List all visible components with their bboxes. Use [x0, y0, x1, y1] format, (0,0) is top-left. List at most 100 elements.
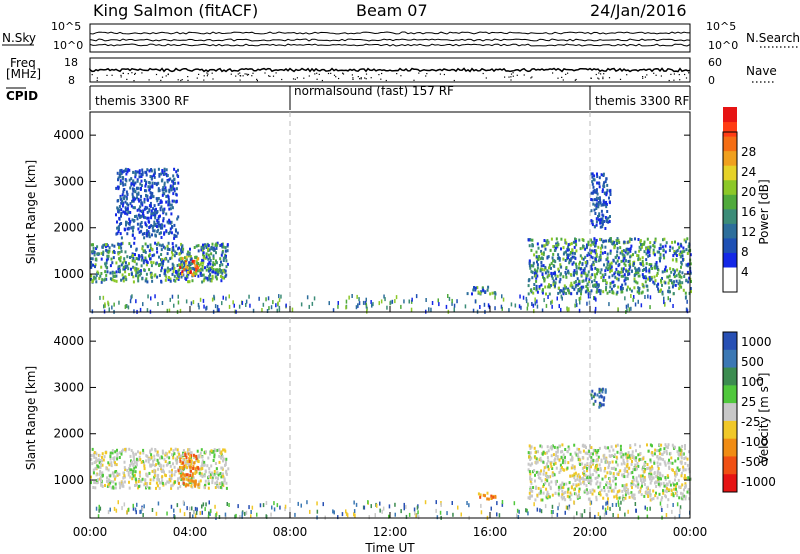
- velocity-data-cell: [603, 512, 606, 517]
- power-data-cell: [131, 252, 134, 256]
- power-data-cell: [169, 230, 172, 234]
- power-ylabel: Slant Range [km]: [24, 160, 38, 264]
- nave-dot: [203, 79, 205, 81]
- power-data-cell: [141, 232, 144, 236]
- power-data-cell: [175, 200, 178, 204]
- power-data-cell: [141, 212, 144, 216]
- power-data-cell: [214, 304, 217, 309]
- power-data-cell: [395, 295, 398, 300]
- velocity-data-cell: [126, 510, 128, 515]
- velocity-data-cell: [153, 458, 156, 462]
- velocity-data-cell: [149, 482, 152, 485]
- power-data-cell: [633, 295, 635, 299]
- power-data-cell: [132, 265, 135, 269]
- velocity-data-cell: [586, 457, 589, 461]
- power-data-cell: [647, 254, 650, 258]
- velocity-data-cell: [184, 473, 186, 477]
- power-data-cell: [678, 270, 681, 274]
- power-data-cell: [662, 238, 664, 242]
- velocity-data-cell: [217, 485, 220, 489]
- power-data-cell: [137, 257, 140, 261]
- velocity-data-cell: [624, 496, 627, 500]
- power-data-cell: [543, 279, 546, 283]
- velocity-data-cell: [566, 450, 569, 453]
- power-data-cell: [643, 267, 646, 271]
- power-colorbar-tick: 24: [741, 165, 756, 179]
- power-data-cell: [391, 299, 394, 304]
- velocity-data-cell: [570, 486, 573, 490]
- velocity-data-cell: [204, 483, 206, 487]
- power-data-cell: [621, 249, 624, 253]
- power-data-cell: [627, 303, 629, 308]
- power-data-cell: [649, 241, 652, 245]
- power-data-cell: [578, 279, 581, 283]
- power-data-cell: [652, 248, 655, 252]
- velocity-data-cell: [177, 451, 180, 455]
- power-data-cell: [96, 245, 99, 249]
- velocity-data-cell: [624, 493, 627, 497]
- velocity-data-cell: [337, 515, 339, 520]
- velocity-data-cell: [550, 447, 553, 451]
- nave-dot: [96, 79, 98, 82]
- power-data-cell: [222, 259, 225, 262]
- power-data-cell: [154, 214, 157, 218]
- x-tick-label: 00:00: [73, 525, 108, 539]
- power-data-cell: [639, 239, 642, 243]
- power-data-cell: [690, 290, 692, 294]
- power-data-cell: [130, 204, 133, 208]
- power-data-cell: [428, 307, 430, 312]
- power-data-cell: [570, 284, 573, 288]
- velocity-data-cell: [651, 451, 654, 454]
- power-data-cell: [606, 262, 609, 266]
- power-data-cell: [159, 214, 161, 218]
- velocity-data-cell: [306, 500, 308, 505]
- power-data-cell: [191, 259, 194, 263]
- power-data-cell: [672, 283, 675, 287]
- power-data-cell: [638, 291, 641, 295]
- velocity-data-cell: [650, 479, 653, 483]
- velocity-data-cell: [632, 475, 635, 479]
- velocity-data-cell: [162, 483, 165, 487]
- velocity-data-cell: [637, 490, 640, 494]
- power-data-cell: [117, 176, 120, 180]
- power-data-cell: [608, 189, 611, 193]
- velocity-data-cell: [640, 478, 642, 482]
- power-data-cell: [120, 242, 123, 246]
- velocity-data-cell: [169, 464, 172, 468]
- power-data-cell: [684, 295, 687, 300]
- velocity-data-cell: [649, 466, 652, 470]
- power-data-cell: [166, 174, 169, 177]
- power-data-cell: [208, 274, 211, 278]
- power-data-cell: [624, 282, 627, 286]
- power-data-cell: [634, 280, 637, 284]
- power-data-cell: [92, 246, 95, 250]
- velocity-data-cell: [100, 483, 103, 487]
- velocity-data-cell: [183, 477, 186, 481]
- velocity-data-cell: [589, 473, 592, 477]
- power-data-cell: [139, 269, 142, 273]
- power-data-cell: [241, 301, 244, 305]
- power-data-cell: [549, 284, 552, 288]
- power-data-cell: [626, 285, 629, 289]
- velocity-data-cell: [128, 486, 131, 490]
- power-data-cell: [90, 261, 92, 264]
- power-data-cell: [115, 279, 118, 283]
- velocity-data-cell: [537, 486, 540, 490]
- velocity-data-cell: [568, 447, 571, 451]
- power-data-cell: [104, 264, 107, 268]
- power-data-cell: [683, 249, 686, 253]
- velocity-data-cell: [98, 461, 101, 465]
- power-data-cell: [627, 247, 630, 251]
- velocity-data-cell: [225, 486, 228, 490]
- velocity-data-cell: [124, 449, 127, 453]
- velocity-data-cell: [215, 467, 218, 471]
- velocity-data-cell: [104, 484, 106, 487]
- power-data-cell: [172, 245, 175, 249]
- power-data-cell: [629, 265, 632, 269]
- nave-dot: [335, 76, 337, 78]
- power-data-cell: [534, 297, 536, 302]
- power-data-cell: [664, 265, 667, 269]
- power-data-cell: [225, 296, 227, 301]
- velocity-data-cell: [535, 460, 538, 464]
- velocity-data-cell: [550, 445, 553, 448]
